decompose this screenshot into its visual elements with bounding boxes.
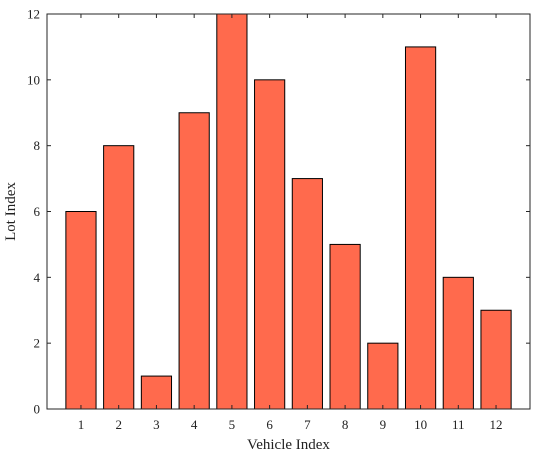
bar-4 <box>178 112 210 410</box>
bar-3 <box>140 375 173 410</box>
y-axis-label: Lot Index <box>3 182 19 241</box>
bar-9 <box>367 342 399 410</box>
x-axis-label: Vehicle Index <box>247 437 330 453</box>
bars-layer <box>65 13 512 410</box>
x-tick-label-2: 2 <box>115 417 122 432</box>
x-tick-label-6: 6 <box>266 417 273 432</box>
y-tick-label-10: 10 <box>27 72 40 87</box>
x-tick-label-4: 4 <box>191 417 198 432</box>
x-tick-label-11: 11 <box>452 417 465 432</box>
bar-7 <box>291 178 323 410</box>
x-tick-label-12: 12 <box>490 417 503 432</box>
bar-11 <box>442 276 474 410</box>
y-tick-label-8: 8 <box>34 138 41 153</box>
bar-6 <box>254 79 286 410</box>
y-tick-label-12: 12 <box>27 7 40 22</box>
y-tick-label-4: 4 <box>34 270 41 285</box>
x-tick-label-9: 9 <box>380 417 387 432</box>
y-tick-label-0: 0 <box>34 402 41 417</box>
x-tick-label-10: 10 <box>414 417 427 432</box>
bar-2 <box>103 145 135 410</box>
x-tick-label-7: 7 <box>304 417 311 432</box>
bar-8 <box>329 243 361 410</box>
x-tick-label-3: 3 <box>153 417 160 432</box>
bar-10 <box>404 46 437 410</box>
x-tick-label-1: 1 <box>78 417 85 432</box>
bar-5 <box>216 13 248 410</box>
bar-12 <box>480 309 512 410</box>
y-tick-label-6: 6 <box>34 204 41 219</box>
x-tick-label-5: 5 <box>229 417 236 432</box>
y-tick-label-2: 2 <box>34 336 41 351</box>
bar-1 <box>65 211 97 410</box>
x-tick-label-8: 8 <box>342 417 349 432</box>
